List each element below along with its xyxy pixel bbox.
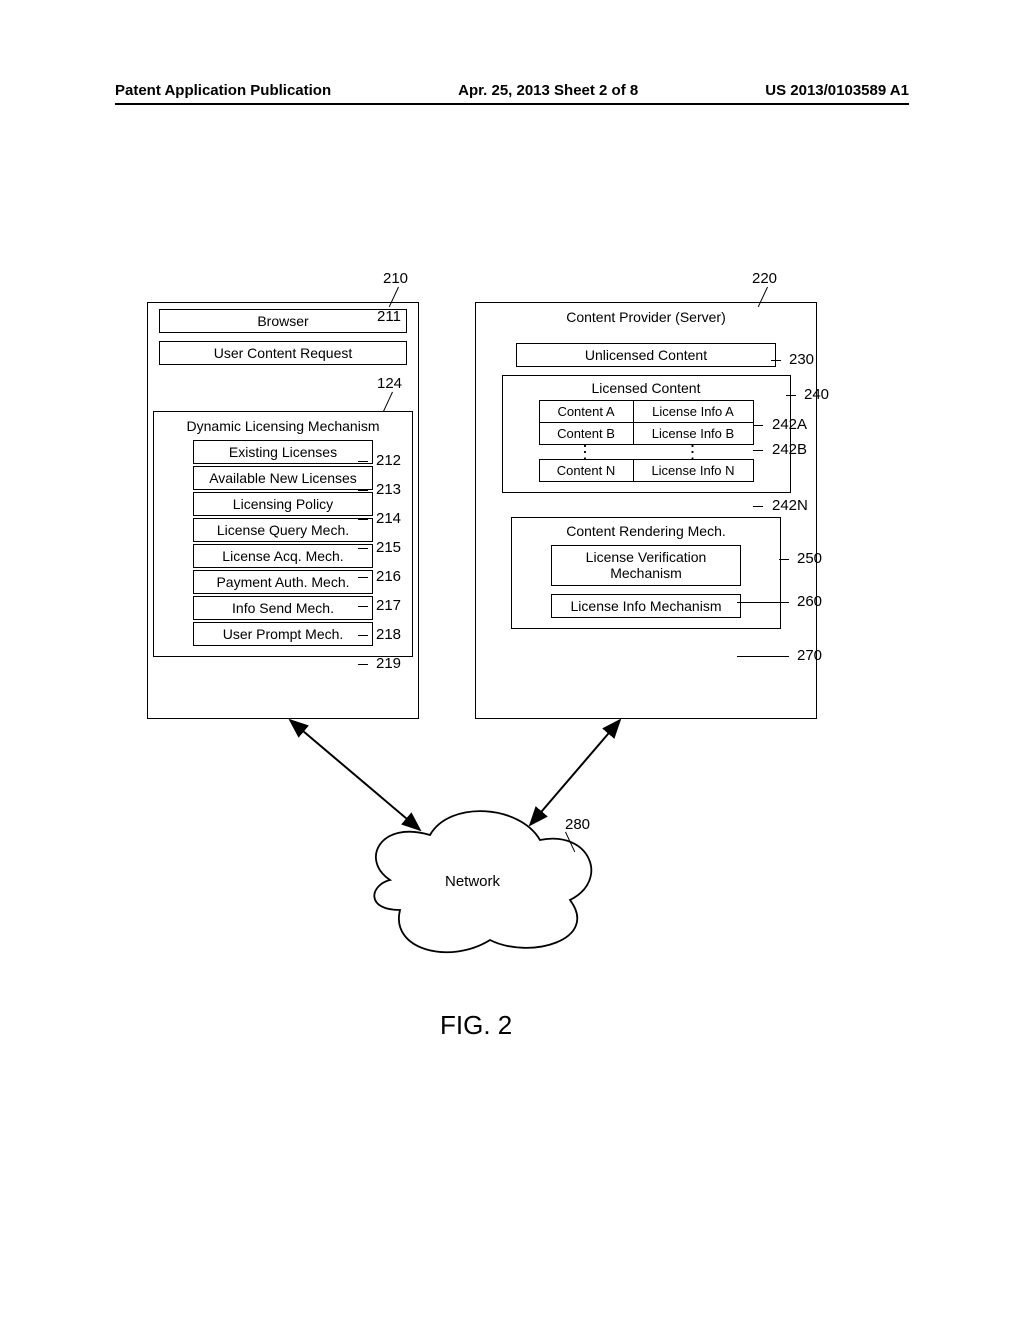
dlm-item-0: Existing Licenses [193, 440, 373, 464]
header-left: Patent Application Publication [115, 82, 331, 99]
ref-270: 270 [797, 647, 822, 664]
dlm-item-5: Payment Auth. Mech. [193, 570, 373, 594]
ref-280: 280 [565, 816, 590, 833]
dlm-item-4: License Acq. Mech. [193, 544, 373, 568]
tick-242b [753, 450, 763, 451]
ref-242a: 242A [772, 416, 807, 433]
ref-211: 211 [377, 308, 401, 325]
user-content-request: User Content Request [159, 341, 407, 365]
tick-250 [779, 559, 789, 560]
tick-212 [358, 461, 368, 462]
browser-title: Browser [159, 309, 407, 333]
ref-212: 212 [376, 452, 401, 469]
tick-270-ext [747, 656, 789, 657]
ref-214: 214 [376, 510, 401, 527]
patent-header: Patent Application Publication Apr. 25, … [115, 82, 909, 105]
page: Patent Application Publication Apr. 25, … [0, 0, 1024, 1320]
ref-210: 210 [383, 270, 408, 287]
tick-230 [771, 360, 781, 361]
tick-260 [737, 602, 747, 603]
dynamic-licensing-box: Dynamic Licensing Mechanism Existing Lic… [153, 411, 413, 657]
tick-219 [358, 664, 368, 665]
tick-240 [786, 395, 796, 396]
ref-216: 216 [376, 568, 401, 585]
ref-242n: 242N [772, 497, 808, 514]
vdots-left: ⋮ [539, 449, 632, 455]
content-row-n: Content N License Info N [539, 459, 754, 482]
server-title: Content Provider (Server) [476, 309, 816, 325]
ref-217: 217 [376, 597, 401, 614]
tick-218 [358, 635, 368, 636]
tick-217 [358, 606, 368, 607]
licensed-title: Licensed Content [509, 380, 784, 396]
tick-215 [358, 548, 368, 549]
content-rendering-box: Content Rendering Mech. License Verifica… [511, 517, 781, 630]
tick-216 [358, 577, 368, 578]
ref-220: 220 [752, 270, 777, 287]
licensed-content-box: Licensed Content Content A License Info … [502, 375, 791, 493]
tick-242n [753, 506, 763, 507]
tick-270 [737, 656, 747, 657]
license-verification-box: License Verification Mechanism [551, 545, 741, 587]
ref-219: 219 [376, 655, 401, 672]
content-row-a: Content A License Info A [539, 400, 754, 423]
ref-124: 124 [377, 375, 402, 392]
ref-213: 213 [376, 481, 401, 498]
figure-label: FIG. 2 [440, 1010, 512, 1041]
dlm-title: Dynamic Licensing Mechanism [158, 418, 408, 434]
tick-242a [753, 425, 763, 426]
ref-218: 218 [376, 626, 401, 643]
ref-230: 230 [789, 351, 814, 368]
dlm-item-1: Available New Licenses [193, 466, 373, 490]
dlm-item-7: User Prompt Mech. [193, 622, 373, 646]
unlicensed-content-box: Unlicensed Content [516, 343, 776, 367]
ref-242b: 242B [772, 441, 807, 458]
header-right: US 2013/0103589 A1 [765, 82, 909, 99]
license-info-mech-box: License Info Mechanism [551, 594, 741, 618]
network-label: Network [445, 873, 500, 890]
tick-213 [358, 490, 368, 491]
dlm-item-6: Info Send Mech. [193, 596, 373, 620]
ref-250: 250 [797, 550, 822, 567]
render-title: Content Rendering Mech. [516, 523, 776, 539]
dlm-item-3: License Query Mech. [193, 518, 373, 542]
ref-240: 240 [804, 386, 829, 403]
ref-215: 215 [376, 539, 401, 556]
dlm-item-2: Licensing Policy [193, 492, 373, 516]
vdots-right: ⋮ [632, 449, 754, 455]
tick-214 [358, 519, 368, 520]
tick-260-ext [747, 602, 789, 603]
header-center: Apr. 25, 2013 Sheet 2 of 8 [458, 82, 638, 99]
ref-260: 260 [797, 593, 847, 610]
content-row-b: Content B License Info B [539, 422, 754, 445]
